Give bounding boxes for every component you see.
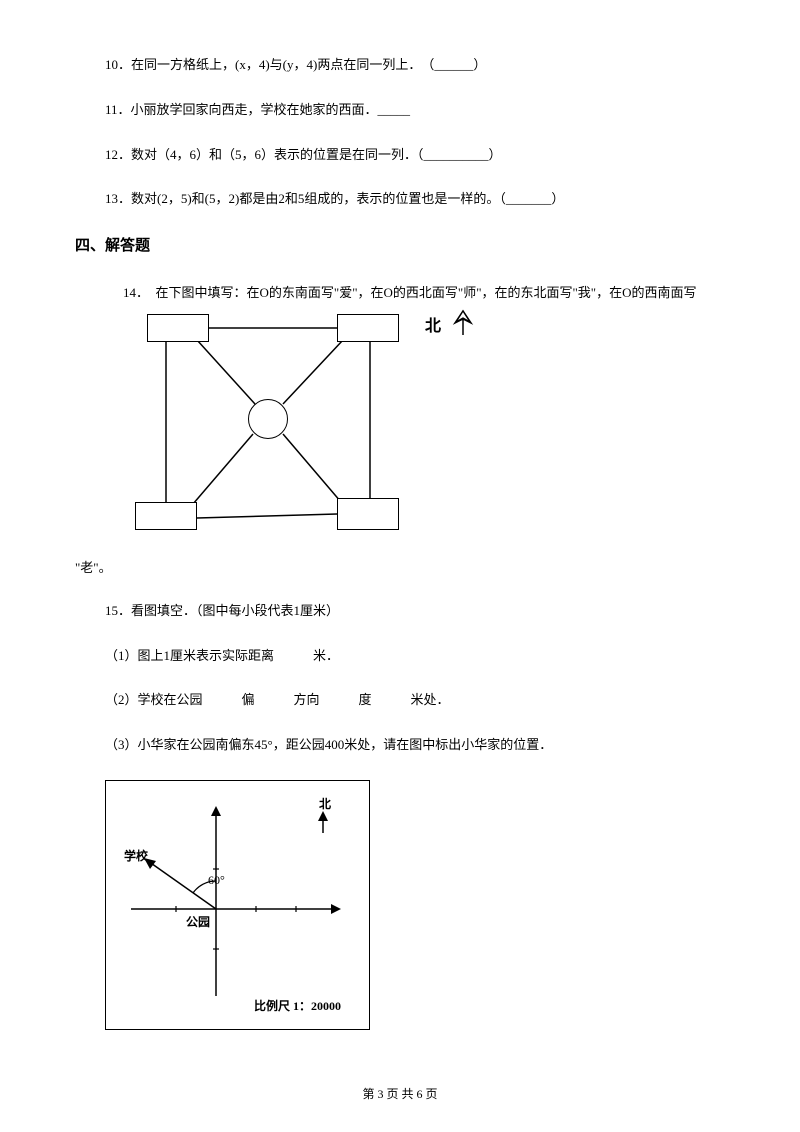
question-13: 13．数对(2，5)和(5，2)都是由2和5组成的，表示的位置也是一样的。（__…	[75, 189, 725, 210]
rect-top-left	[147, 314, 209, 342]
question-14-line2: "老"。	[75, 558, 725, 579]
rect-top-right	[337, 314, 399, 342]
center-circle	[248, 399, 288, 439]
d2-angle-label: 60°	[208, 873, 225, 888]
question-12: 12．数对（4，6）和（5，6）表示的位置是在同一列．（__________）	[75, 145, 725, 166]
section-4-heading: 四、解答题	[75, 234, 725, 255]
question-15-3: （3）小华家在公园南偏东45°，距公园400米处，请在图中标出小华家的位置．	[75, 735, 725, 756]
question-15-1: （1）图上1厘米表示实际距离 米．	[75, 646, 725, 667]
diagram-1: 北	[105, 312, 725, 552]
question-15-2: （2）学校在公园 偏 方向 度 米处．	[75, 690, 725, 711]
d2-north-label: 北	[319, 795, 331, 812]
question-11: 11．小丽放学回家向西走，学校在她家的西面．_____	[75, 100, 725, 121]
north-label: 北	[425, 312, 441, 336]
rect-bottom-left	[135, 502, 197, 530]
d2-scale-label: 比例尺 1：20000	[254, 997, 341, 1014]
question-10: 10．在同一方格纸上，(x，4)与(y，4)两点在同一列上． （______）	[75, 55, 725, 76]
question-15: 15．看图填空．（图中每小段代表1厘米）	[75, 601, 725, 622]
diagram-2-svg	[106, 781, 371, 1031]
question-14-line1: 14． 在下图中填写：在O的东南面写"爱"，在O的西北面写"师"，在的东北面写"…	[75, 283, 725, 304]
d2-park-label: 公园	[186, 913, 210, 930]
diagram-2: 北 学校 60° 公园 比例尺 1：20000	[105, 780, 370, 1030]
d2-school-label: 学校	[124, 847, 148, 864]
rect-bottom-right	[337, 498, 399, 530]
north-arrow-icon	[450, 309, 476, 337]
page-footer: 第 3 页 共 6 页	[0, 1085, 800, 1102]
